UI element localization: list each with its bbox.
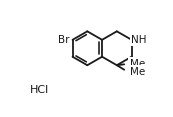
Text: HCl: HCl [30,85,49,95]
Text: Me: Me [130,59,145,69]
Text: NH: NH [131,35,147,45]
Text: Me: Me [130,67,145,77]
Text: Br: Br [58,35,70,45]
